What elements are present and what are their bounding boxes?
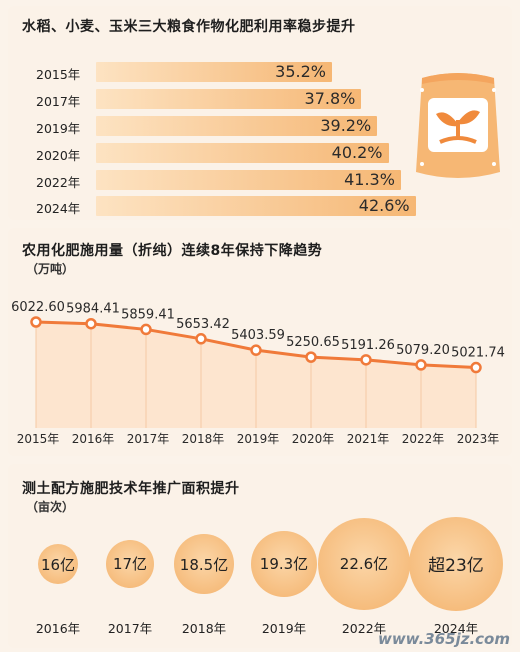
x-tick-label: 2017年 bbox=[127, 432, 170, 446]
data-point bbox=[85, 317, 97, 330]
bubble-year-label: 2018年 bbox=[181, 621, 227, 636]
data-value-label: 5653.42 bbox=[176, 317, 230, 332]
data-value-label: 6022.60 bbox=[11, 300, 65, 315]
bubble-value-label: 19.3亿 bbox=[259, 555, 309, 574]
bar-year-label: 2024年 bbox=[36, 201, 81, 216]
data-value-label: 5984.41 bbox=[66, 302, 120, 317]
bar-row: 2017年 37.8% bbox=[36, 89, 416, 109]
fertilizer-bag-icon bbox=[416, 73, 500, 178]
bar: 37.8% bbox=[96, 89, 362, 109]
area-bubble: 16亿 bbox=[38, 544, 78, 584]
bar-year-label: 2022年 bbox=[36, 175, 81, 190]
bar-row: 2015年 35.2% bbox=[36, 62, 416, 82]
data-point bbox=[140, 323, 152, 336]
bubble-value-label: 16亿 bbox=[40, 555, 76, 574]
panel-title: 农用化肥施用量（折纯）连续8年保持下降趋势 bbox=[22, 243, 323, 259]
x-tick-label: 2019年 bbox=[237, 432, 280, 446]
panel-title: 水稻、小麦、玉米三大粮食作物化肥利用率稳步提升 bbox=[22, 19, 356, 35]
bar-value-label: 41.3% bbox=[344, 170, 395, 189]
bar-row: 2022年 41.3% bbox=[36, 170, 416, 190]
data-point bbox=[195, 333, 207, 345]
data-point bbox=[250, 344, 262, 356]
bar-year-label: 2015年 bbox=[36, 67, 81, 82]
x-tick-label: 2016年 bbox=[72, 432, 115, 446]
bar-year-label: 2020年 bbox=[36, 148, 81, 163]
bar-row: 2024年 42.6% bbox=[36, 196, 416, 216]
panel-title: 测土配方施肥技术年推广面积提升 bbox=[22, 481, 240, 497]
bubble-year-label: 2024年 bbox=[433, 621, 479, 636]
bar: 41.3% bbox=[96, 170, 401, 190]
area-bubble: 22.6亿 bbox=[318, 518, 410, 610]
bar-value-label: 39.2% bbox=[320, 116, 372, 135]
bar-value-label: 35.2% bbox=[275, 62, 326, 81]
x-tick-label: 2015年 bbox=[17, 432, 60, 446]
data-point bbox=[470, 361, 482, 374]
data-point bbox=[305, 351, 317, 363]
unit-label: （万吨） bbox=[26, 262, 75, 276]
x-tick-label: 2018年 bbox=[182, 432, 225, 446]
unit-label: （亩次） bbox=[26, 500, 75, 514]
data-point bbox=[415, 359, 427, 371]
bar: 40.2% bbox=[96, 143, 389, 163]
bar-row: 2020年 40.2% bbox=[36, 143, 416, 163]
bar-value-label: 40.2% bbox=[331, 143, 383, 162]
bar-row: 2019年 39.2% bbox=[36, 116, 416, 136]
fertilizer-utilization-panel: 水稻、小麦、玉米三大粮食作物化肥利用率稳步提升 2015年 35.2% 2017年 3… bbox=[8, 6, 512, 220]
data-value-label: 5021.74 bbox=[451, 346, 505, 361]
bubble-value-label: 18.5亿 bbox=[179, 555, 229, 574]
data-value-label: 5859.41 bbox=[121, 307, 175, 322]
bubble-value-label: 22.6亿 bbox=[339, 555, 389, 574]
bar-year-label: 2019年 bbox=[36, 121, 81, 136]
area-bubble: 17亿 bbox=[106, 540, 154, 588]
usage-line-chart: 6022.60 2015年 5984.41 2016年 5859.41 2017年 5653… bbox=[11, 300, 505, 446]
data-point bbox=[30, 316, 42, 328]
bar-value-label: 42.6% bbox=[358, 196, 410, 215]
fertilizer-usage-panel: 农用化肥施用量（折纯）连续8年保持下降趋势 （万吨） 6022.60 2015年 5… bbox=[8, 228, 512, 456]
soil-testing-panel: 测土配方施肥技术年推广面积提升 （亩次） 16亿 2016年 17亿 2017年 18.… bbox=[8, 464, 512, 648]
x-tick-label: 2020年 bbox=[292, 432, 335, 446]
area-bubble: 18.5亿 bbox=[174, 534, 234, 594]
bubble-value-label: 17亿 bbox=[112, 555, 148, 574]
data-value-label: 5079.20 bbox=[396, 343, 450, 358]
bubble-year-label: 2022年 bbox=[341, 621, 387, 636]
bar-year-label: 2017年 bbox=[36, 94, 81, 109]
bar: 35.2% bbox=[96, 62, 332, 82]
area-bubble: 超23亿 bbox=[408, 516, 504, 612]
bubble-year-label: 2016年 bbox=[35, 621, 81, 636]
bubble-year-label: 2017年 bbox=[107, 621, 153, 636]
bar: 42.6% bbox=[96, 196, 416, 216]
x-tick-label: 2022年 bbox=[402, 432, 445, 446]
x-tick-label: 2021年 bbox=[347, 432, 390, 446]
bubble-value-label: 超23亿 bbox=[428, 556, 484, 577]
area-bubble: 19.3亿 bbox=[251, 531, 317, 597]
data-value-label: 5403.59 bbox=[231, 328, 285, 343]
x-tick-label: 2023年 bbox=[457, 432, 500, 446]
data-value-label: 5191.26 bbox=[341, 338, 395, 353]
data-value-label: 5250.65 bbox=[286, 335, 340, 350]
watermark: www.365jz.com bbox=[377, 630, 510, 648]
bar: 39.2% bbox=[96, 116, 378, 136]
bubble-year-label: 2019年 bbox=[261, 621, 307, 636]
data-point bbox=[360, 354, 372, 366]
bar-value-label: 37.8% bbox=[304, 89, 356, 108]
